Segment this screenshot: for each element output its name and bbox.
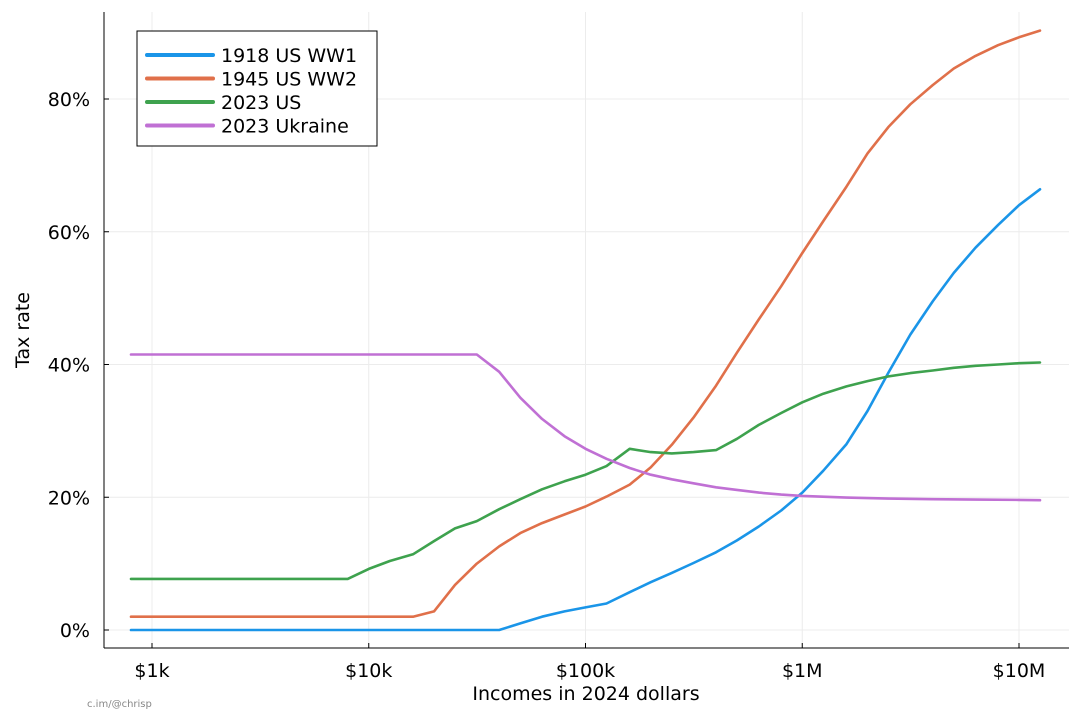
ticks: 0% 20% 40% 60% 80% $1k $10k $100k $1M $10M [48, 89, 1046, 682]
series-line-3 [129, 353, 1042, 502]
legend-label: 2023 US [221, 92, 301, 114]
series-line-2 [129, 361, 1042, 581]
series-line-1 [129, 29, 1042, 618]
x-tick-label: $10M [993, 660, 1046, 682]
x-tick-label: $1M [782, 660, 823, 682]
x-tick-label: $1k [134, 660, 169, 682]
legend-label: 1918 US WW1 [221, 45, 357, 67]
legend-label: 1945 US WW2 [221, 69, 357, 91]
legend-label: 2023 Ukraine [221, 116, 349, 138]
y-tick-label: 40% [48, 355, 90, 377]
series-lines [129, 29, 1042, 632]
y-tick-label: 60% [48, 222, 90, 244]
y-tick-label: 0% [60, 620, 90, 642]
x-axis-title: Incomes in 2024 dollars [472, 683, 699, 705]
axes [103, 12, 1069, 649]
y-tick-label: 80% [48, 89, 90, 111]
x-tick-label: $100k [556, 660, 615, 682]
y-tick-label: 20% [48, 487, 90, 509]
x-tick-label: $10k [345, 660, 392, 682]
y-axis-title: Tax rate [12, 292, 34, 369]
series-line-0 [129, 188, 1042, 632]
credit-text: c.im/@chrisp [87, 699, 152, 710]
